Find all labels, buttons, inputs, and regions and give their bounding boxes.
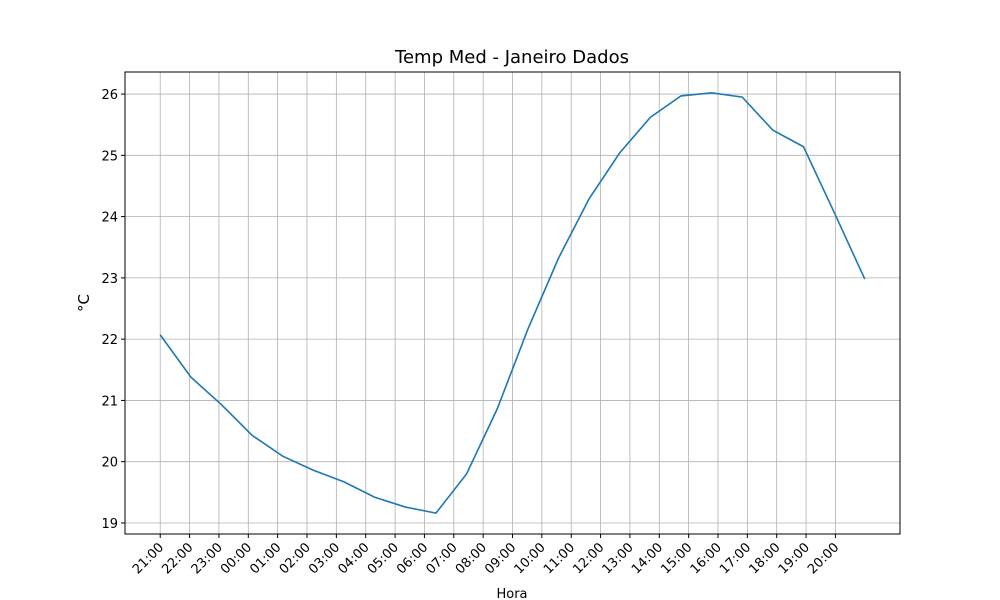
x-tick-label: 08:00 bbox=[453, 540, 490, 577]
x-tick-label: 04:00 bbox=[335, 540, 372, 577]
x-tick-label: 02:00 bbox=[277, 540, 314, 577]
x-tick-label: 21:00 bbox=[130, 540, 167, 577]
line bbox=[159, 92, 866, 515]
x-tick-label: 18:00 bbox=[746, 540, 783, 577]
x-tick-label: 17:00 bbox=[717, 540, 754, 577]
y-tick-label: 24 bbox=[101, 211, 118, 226]
x-tick-label: 10:00 bbox=[512, 540, 549, 577]
x-tick-label: 12:00 bbox=[570, 540, 607, 577]
plot-frame bbox=[124, 71, 901, 535]
x-tick-label: 13:00 bbox=[600, 540, 637, 577]
x-tick-label: 22:00 bbox=[159, 540, 196, 577]
y-tick-label: 21 bbox=[101, 394, 118, 409]
x-tick-label: 05:00 bbox=[365, 540, 402, 577]
x-tick-label: 14:00 bbox=[629, 540, 666, 577]
x-tick-label: 23:00 bbox=[189, 540, 226, 577]
x-axis-label: Hora bbox=[496, 587, 527, 600]
x-tick-label: 01:00 bbox=[247, 540, 284, 577]
y-axis-label: °C bbox=[75, 294, 93, 312]
y-tick-label: 25 bbox=[101, 149, 118, 164]
x-tick-label: 20:00 bbox=[805, 540, 842, 577]
x-tick-label: 19:00 bbox=[776, 540, 813, 577]
x-tick-label: 16:00 bbox=[688, 540, 725, 577]
chart-title: Temp Med - Janeiro Dados bbox=[394, 47, 629, 68]
y-tick-label: 22 bbox=[101, 333, 118, 348]
y-tick-label: 20 bbox=[101, 456, 118, 471]
x-tick-label: 00:00 bbox=[218, 540, 255, 577]
x-tick-label: 09:00 bbox=[482, 540, 519, 577]
x-tick-label: 06:00 bbox=[394, 540, 431, 577]
x-tick-label: 07:00 bbox=[424, 540, 461, 577]
x-tick-label: 15:00 bbox=[658, 540, 695, 577]
x-tick-label: 03:00 bbox=[306, 540, 343, 577]
y-tick-label: 23 bbox=[101, 272, 118, 287]
y-tick-label: 26 bbox=[101, 88, 118, 103]
x-tick-label: 11:00 bbox=[541, 540, 578, 577]
y-tick-label: 19 bbox=[101, 517, 118, 532]
